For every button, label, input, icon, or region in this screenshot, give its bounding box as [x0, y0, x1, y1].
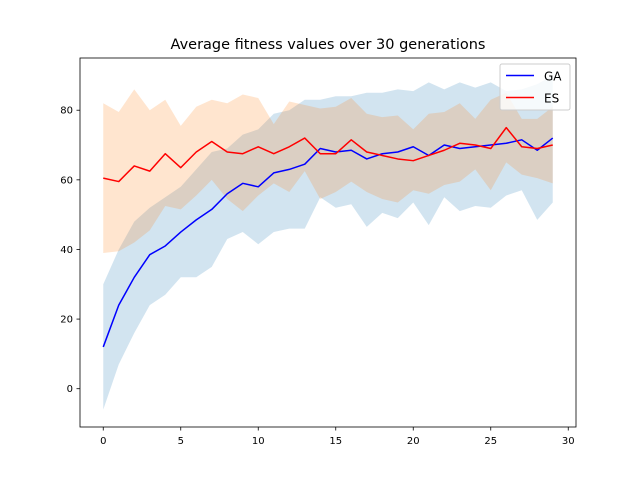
- band-ga: [103, 75, 553, 410]
- x-tick-label: 10: [252, 436, 265, 447]
- y-tick-label: 60: [60, 175, 73, 186]
- line-ga: [102, 137, 554, 348]
- y-tick-label: 40: [60, 245, 73, 256]
- y-axis: 0 20 40 60 80: [60, 106, 80, 395]
- x-tick-label: 20: [407, 436, 420, 447]
- line-es: [103, 126, 553, 183]
- confidence-bands: [103, 75, 553, 410]
- x-tick-label: 25: [484, 436, 497, 447]
- y-tick-label: 80: [60, 106, 73, 117]
- y-tick-label: 0: [67, 384, 73, 395]
- band-es: [103, 89, 553, 253]
- x-axis: 0 5 10 15 20 25 30: [100, 427, 575, 447]
- plot-frame: [79, 57, 577, 428]
- x-tick-label: 30: [562, 436, 575, 447]
- y-tick-label: 20: [60, 315, 73, 326]
- x-tick-label: 0: [100, 436, 106, 447]
- legend-label-es: ES: [544, 92, 559, 106]
- x-tick-label: 5: [178, 436, 184, 447]
- legend-label-ga: GA: [544, 70, 562, 84]
- x-tick-label: 15: [329, 436, 342, 447]
- legend: GA ES: [499, 63, 571, 111]
- series-lines: [102, 126, 554, 348]
- chart-title: Average fitness values over 30 generatio…: [171, 37, 486, 53]
